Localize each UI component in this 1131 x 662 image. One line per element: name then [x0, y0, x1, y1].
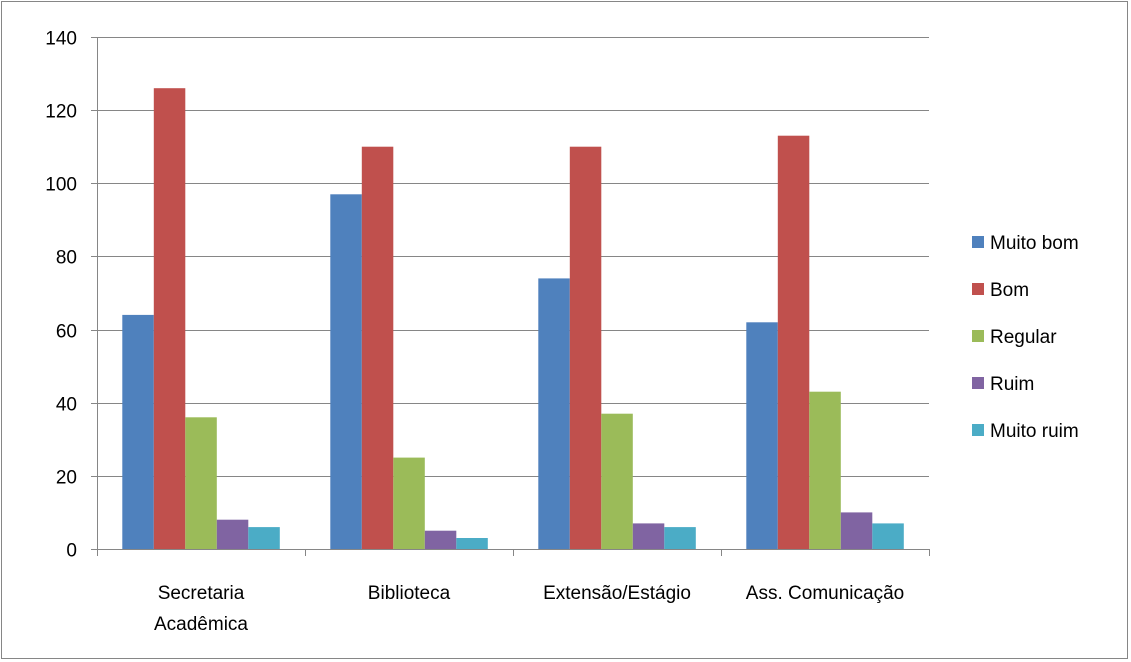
legend-label: Ruim — [990, 374, 1034, 395]
legend-swatch — [972, 377, 984, 389]
bar — [632, 523, 665, 549]
y-tick-label: 60 — [56, 322, 77, 343]
legend-label: Bom — [990, 280, 1029, 301]
x-tick-label: Extensão/Estágio — [543, 583, 691, 604]
legend-label: Muito bom — [990, 233, 1079, 254]
y-tick-label: 100 — [45, 175, 77, 196]
x-tick-label-line: Acadêmica — [154, 614, 248, 635]
x-tick-label-line: Ass. Comunicação — [746, 583, 904, 604]
x-tick-label: Secretaria Acadêmica — [154, 583, 248, 635]
bar — [538, 278, 570, 549]
legend-swatch — [972, 424, 984, 436]
bar — [746, 322, 778, 549]
bar — [840, 512, 873, 549]
y-tick-label: 120 — [45, 102, 77, 123]
bar — [216, 519, 249, 549]
x-tick-label-line: Secretaria — [158, 583, 245, 604]
x-tick-label: Biblioteca — [368, 583, 451, 604]
y-tick-label: 140 — [45, 29, 77, 50]
bar — [601, 413, 633, 549]
bar — [330, 194, 362, 550]
legend-swatch — [972, 283, 984, 295]
bar — [424, 530, 457, 549]
bar — [872, 523, 904, 549]
x-tick-label-line: Biblioteca — [368, 583, 451, 604]
legend: Muito bom Bom Regular Ruim Muito ruim — [972, 233, 1079, 442]
bar — [248, 527, 280, 549]
bar — [664, 527, 696, 549]
bar — [153, 88, 186, 549]
legend-label: Muito ruim — [990, 421, 1079, 442]
bar — [777, 135, 810, 549]
bar — [393, 457, 425, 549]
bar — [456, 538, 488, 549]
bar — [122, 314, 154, 549]
y-tick-label: 0 — [66, 541, 77, 562]
bar — [569, 146, 602, 549]
axes: 0 20 40 60 80 100 120 140 Secretaria Acadêmica Bib… — [45, 29, 930, 635]
y-tick-label: 40 — [56, 395, 77, 416]
legend-swatch — [972, 236, 984, 248]
bar — [809, 391, 841, 549]
bars — [122, 88, 904, 550]
legend-swatch — [972, 330, 984, 342]
y-tick-label: 20 — [56, 468, 77, 489]
x-tick-label-line: Extensão/Estágio — [543, 583, 691, 604]
legend-label: Regular — [990, 327, 1057, 348]
x-tick-label: Ass. Comunicação — [746, 583, 904, 604]
gridlines — [97, 37, 929, 477]
bar — [361, 146, 394, 549]
y-tick-label: 80 — [56, 248, 77, 269]
bar — [185, 417, 217, 549]
